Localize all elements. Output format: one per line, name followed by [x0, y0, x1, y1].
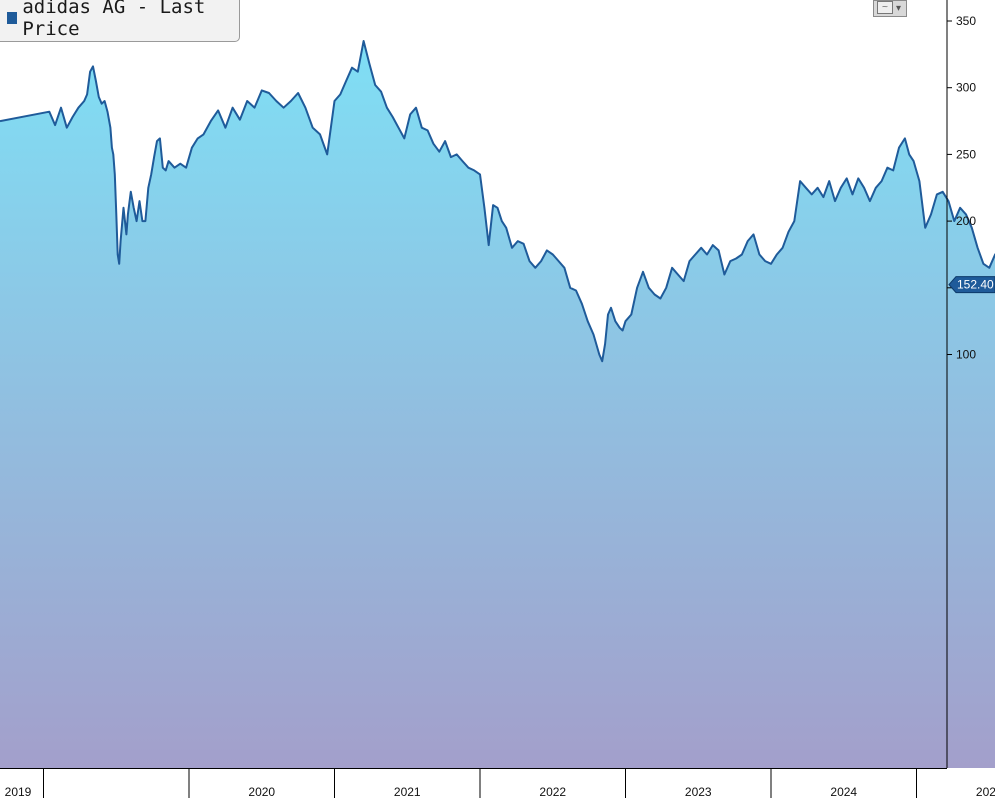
line-chart-icon: ~ — [877, 0, 893, 14]
legend-swatch-icon — [7, 12, 18, 24]
chart-type-menu-button[interactable]: ~ ▾ — [873, 0, 907, 17]
last-price-tag — [948, 276, 995, 294]
y-tick-label: 300 — [956, 81, 976, 95]
x-tick-label: 2024 — [830, 785, 857, 798]
legend: adidas AG - Last Price — [0, 0, 240, 42]
x-tick-label: 2023 — [685, 785, 712, 798]
legend-label: adidas AG - Last Price — [22, 0, 206, 40]
x-tick-label: 2025 — [976, 785, 995, 798]
last-price-label: 152.40 — [957, 278, 994, 292]
x-tick-label: 2019 — [5, 785, 32, 798]
chevron-down-icon: ▾ — [896, 3, 902, 14]
x-tick-label: 2021 — [394, 785, 421, 798]
y-tick-label: 250 — [956, 147, 976, 161]
price-area — [0, 41, 995, 768]
y-tick-label: 200 — [956, 214, 976, 228]
x-tick-label: 2020 — [248, 785, 275, 798]
y-tick-label: 350 — [956, 14, 976, 28]
y-tick-label: 100 — [956, 348, 976, 362]
price-line — [0, 40, 995, 363]
x-tick-label: 2022 — [539, 785, 566, 798]
